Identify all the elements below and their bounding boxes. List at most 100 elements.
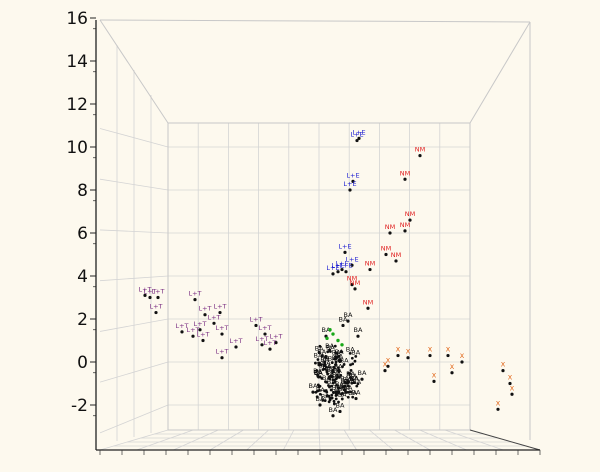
- series-x-point: [510, 392, 514, 396]
- y-tick-label: -2: [71, 396, 88, 416]
- series-lt-label: L+T: [196, 331, 209, 339]
- series-ba-point: [341, 365, 344, 369]
- series-x-point: [428, 353, 432, 358]
- series-ba-point: [325, 369, 329, 372]
- y-tick-label: 16: [66, 9, 88, 29]
- series-le-point: [348, 188, 352, 192]
- series-green-point: [331, 332, 335, 336]
- series-nm-point: [353, 287, 357, 291]
- series-lt-point: [212, 321, 216, 325]
- series-ba-point: [350, 356, 354, 360]
- y-tick-label: 12: [66, 95, 88, 115]
- series-ba-point: [336, 373, 339, 377]
- series-le-label: L+E: [339, 262, 352, 270]
- series-ba-label: BA: [321, 393, 330, 401]
- series-le-label: L+E: [343, 180, 356, 188]
- series-ba-point: [332, 365, 335, 369]
- floor-grid-line: [173, 429, 219, 451]
- series-ba-point: [328, 396, 332, 400]
- series-le-point: [344, 270, 348, 274]
- series-ba-point: [335, 352, 339, 355]
- series-ba-point: [328, 348, 332, 352]
- series-ba-label: BA: [332, 387, 341, 395]
- series-lt-label: L+T: [149, 303, 162, 311]
- series-ba-point: [335, 383, 339, 387]
- series-ba-point: [334, 360, 338, 364]
- series-nm-label: NM: [385, 223, 395, 231]
- series-ba-point: [333, 402, 336, 406]
- series-ba-point: [330, 393, 334, 397]
- series-ba-point: [332, 378, 336, 382]
- series-le-label: L+E: [346, 171, 359, 179]
- series-ba-point: [354, 354, 358, 358]
- y-tick-label: 6: [77, 224, 88, 244]
- series-ba-point: [346, 395, 350, 399]
- series-le-point: [350, 263, 354, 267]
- series-green-point: [336, 338, 340, 343]
- series-le-label: L+E: [335, 260, 348, 268]
- series-ba-point: [343, 381, 347, 384]
- series-lt-label: L+T: [151, 288, 164, 296]
- series-le-label: L+E: [350, 131, 363, 139]
- series-lt-label: L+T: [269, 333, 282, 341]
- series-ba-point: [321, 354, 324, 357]
- series-ba-point: [321, 398, 325, 402]
- series-nm-label: NM: [391, 251, 401, 259]
- series-nm-label: NM: [381, 245, 391, 253]
- series-nm-point: [408, 218, 412, 222]
- series-ba-label: BA: [332, 354, 341, 362]
- series-ba-point: [318, 384, 322, 388]
- series-ba-label: BA: [320, 354, 329, 362]
- series-ba-point: [331, 414, 335, 418]
- series-lt-label: L+T: [215, 348, 228, 356]
- series-x-point: [396, 353, 400, 358]
- series-ba-label: BA: [350, 375, 359, 383]
- series-x-label: X: [428, 346, 433, 354]
- series-green-point: [340, 343, 344, 347]
- series-lt-label: L+T: [188, 290, 201, 298]
- series-ba-label: BA: [336, 401, 345, 409]
- series-x-point: [496, 407, 500, 411]
- series-nm-point: [388, 231, 392, 235]
- series-ba-point: [339, 373, 343, 377]
- series-ba-label: BA: [358, 369, 367, 377]
- series-ba-label: BA: [351, 348, 360, 356]
- series-ba-label: BA: [309, 382, 318, 390]
- series-x-label: X: [446, 346, 451, 354]
- floor-grid-line: [318, 429, 321, 451]
- series-ba-point: [341, 391, 344, 395]
- series-nm-label: NM: [350, 279, 360, 287]
- series-ba-point: [349, 390, 353, 394]
- series-green-point: [328, 328, 332, 332]
- series-le-label: L+E: [326, 264, 339, 272]
- series-ba-label: BA: [340, 356, 349, 364]
- series-ba-label: BA: [344, 384, 353, 392]
- series-ba-point: [325, 394, 329, 398]
- series-ba-label: BA: [322, 326, 331, 334]
- series-ba-point: [317, 361, 321, 365]
- series-lt-point: [268, 347, 272, 351]
- floor-grid-line: [343, 429, 358, 451]
- series-ba-point: [325, 390, 329, 394]
- series-nm-label: NM: [400, 169, 410, 177]
- series-ba-point: [333, 344, 337, 348]
- series-lt-point: [220, 332, 224, 336]
- y-tick-label: 2: [77, 310, 88, 330]
- series-lt-label: L+T: [207, 313, 220, 321]
- series-x-point: [460, 360, 464, 364]
- series-ba-label: BA: [313, 352, 322, 360]
- series-le-point: [336, 270, 340, 274]
- series-ba-point: [331, 375, 334, 379]
- series-nm-label: NM: [400, 221, 410, 229]
- series-nm-label: NM: [347, 275, 357, 283]
- series-ba-point: [324, 365, 328, 369]
- series-lt-point: [260, 343, 264, 347]
- series-ba-point: [319, 363, 323, 367]
- y-tick-label: 4: [77, 267, 88, 287]
- series-lt-point: [263, 332, 267, 336]
- series-ba-point: [316, 358, 320, 361]
- series-lt-label: L+T: [198, 305, 211, 313]
- series-x-label: X: [510, 384, 515, 392]
- series-ba-label: BA: [332, 371, 341, 379]
